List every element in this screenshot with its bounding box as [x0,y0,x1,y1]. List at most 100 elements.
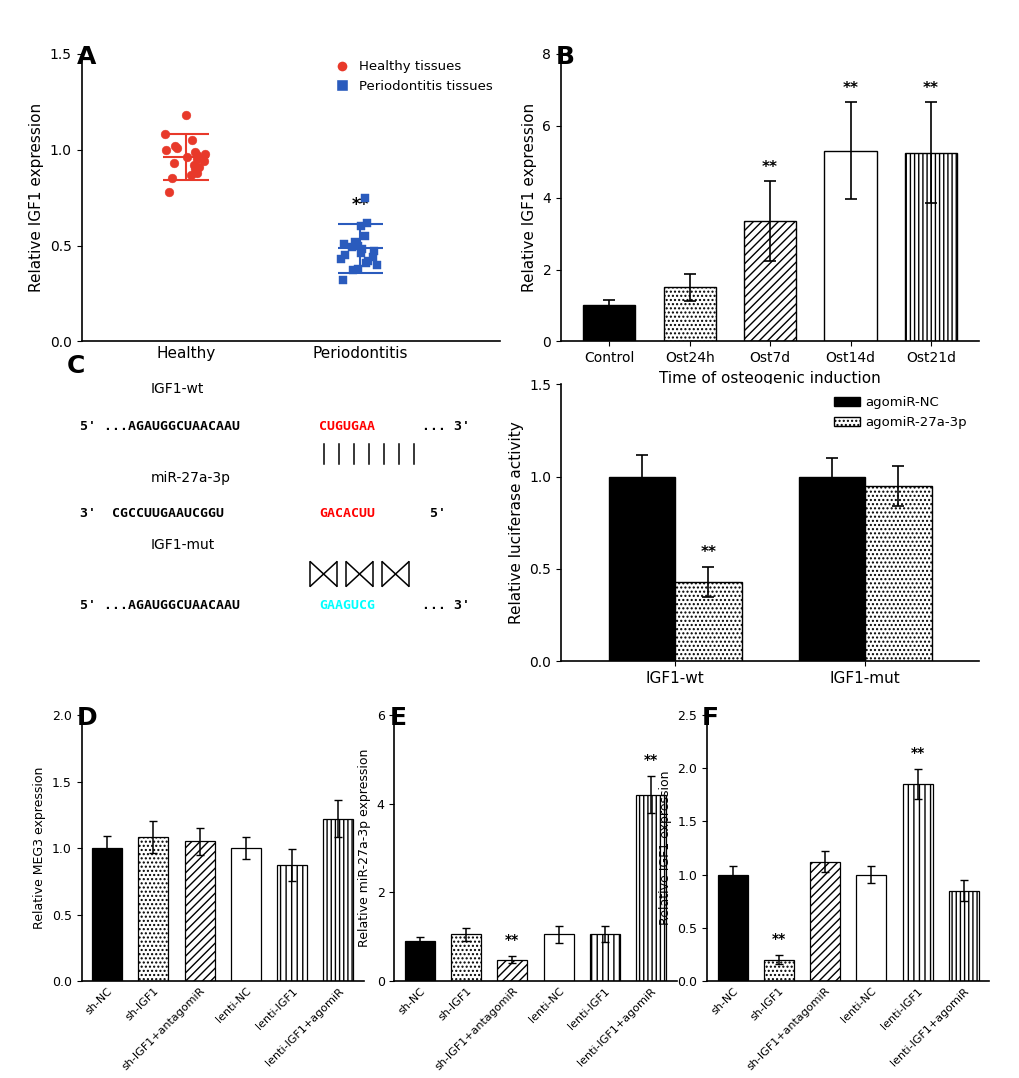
Bar [902,784,931,981]
Bar [663,288,715,342]
Point [336,235,353,252]
Text: GACACUU: GACACUU [319,507,375,520]
Text: IGF1-wt: IGF1-wt [150,382,204,396]
Point [369,257,385,274]
Bar [450,935,481,981]
Point [197,144,213,162]
Bar [717,874,747,981]
Text: miR-27a-3p: miR-27a-3p [150,471,230,485]
Point [350,237,366,254]
Point [165,154,181,171]
Point [350,260,366,277]
Text: **: ** [761,160,777,175]
Point [166,137,182,154]
Text: GAAGUCG: GAAGUCG [319,599,375,612]
Point [343,239,360,257]
Text: **: ** [700,544,715,559]
Text: **: ** [922,81,938,96]
Point [186,161,203,178]
Text: B: B [555,45,575,69]
Point [158,141,174,158]
Text: D: D [76,706,97,731]
Point [178,149,195,166]
Point [189,164,205,181]
Point [333,250,350,267]
Point [196,153,212,170]
Bar [184,841,214,981]
Point [161,183,177,201]
Legend: Healthy tissues, Periodontitis tissues: Healthy tissues, Periodontitis tissues [329,60,493,93]
Text: **: ** [504,932,519,946]
Point [365,248,381,265]
Text: 5' ...AGAUGGCUAACAAU: 5' ...AGAUGGCUAACAAU [81,420,239,433]
Point [353,245,369,262]
Y-axis label: Relative miR-27a-3p expression: Relative miR-27a-3p expression [358,749,371,948]
Point [357,227,373,245]
Bar [277,866,307,981]
Text: **: ** [910,746,924,760]
Text: CUGUGAA: CUGUGAA [319,420,375,433]
Bar [543,935,573,981]
Bar [798,476,864,661]
Point [183,132,200,149]
Bar [92,848,122,981]
Text: E: E [389,706,406,731]
Bar [497,959,527,981]
X-axis label: Time of osteogenic induction: Time of osteogenic induction [658,371,880,386]
Bar [405,941,434,981]
Point [190,151,206,168]
Text: C: C [66,355,85,378]
Point [164,170,180,188]
Y-axis label: Relative IGF1 expression: Relative IGF1 expression [658,771,672,925]
Text: ... 3': ... 3' [422,420,470,433]
Text: A: A [76,45,96,69]
Y-axis label: Relative MEG3 expression: Relative MEG3 expression [34,766,46,929]
Text: **: ** [643,752,657,766]
Bar [636,794,665,981]
Point [359,252,375,270]
Point [358,213,374,231]
Text: 5': 5' [422,507,446,520]
Point [346,233,363,250]
Text: **: ** [842,81,858,96]
Y-axis label: Relative luciferase activity: Relative luciferase activity [508,421,523,624]
Point [354,240,370,258]
Point [189,147,205,164]
Point [177,107,194,124]
Bar [230,848,261,981]
Bar [608,476,675,661]
Y-axis label: Relative IGF1 expression: Relative IGF1 expression [522,103,536,292]
Bar [904,153,956,342]
Point [182,166,199,183]
Bar [948,890,978,981]
Bar [323,819,353,981]
Text: F: F [701,706,718,731]
Text: 3'  CGCCUUGAAUCGGU: 3' CGCCUUGAAUCGGU [81,507,224,520]
Point [353,218,369,235]
Bar [856,874,886,981]
Text: IGF1-mut: IGF1-mut [150,538,214,552]
Bar [675,582,741,661]
Legend: agomiR-NC, agomiR-27a-3p: agomiR-NC, agomiR-27a-3p [828,391,972,434]
Y-axis label: Relative IGF1 expression: Relative IGF1 expression [30,103,44,292]
Bar [809,861,840,981]
Bar [763,959,793,981]
Point [185,156,202,174]
Point [191,158,207,176]
Point [337,247,354,264]
Bar [743,221,796,342]
Point [169,139,185,156]
Point [335,272,352,289]
Point [187,143,204,161]
Text: ... 3': ... 3' [422,599,470,612]
Point [358,254,374,272]
Text: 5' ...AGAUGGCUAACAAU: 5' ...AGAUGGCUAACAAU [81,599,239,612]
Bar [589,935,620,981]
Text: **: ** [771,932,786,946]
Point [157,126,173,143]
Point [366,243,382,260]
Point [344,262,361,279]
Bar [583,305,635,342]
Text: **: ** [352,196,369,213]
Bar [139,838,168,981]
